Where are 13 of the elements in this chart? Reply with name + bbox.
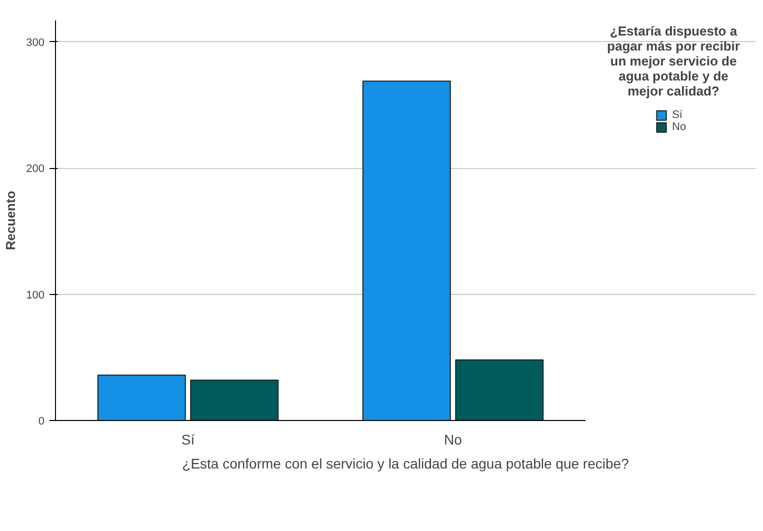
legend-label: No: [672, 121, 688, 133]
bar: [97, 374, 186, 420]
bar: [455, 359, 544, 420]
y-tick-label: 200: [26, 163, 45, 176]
legend-title: ¿Estaría dispuesto a pagar más por recibir un mejor servicio de agua potable y de mejor calidad?: [607, 24, 740, 98]
y-tick-label: 0: [38, 416, 45, 428]
bar: [362, 80, 451, 420]
bar: [190, 380, 279, 420]
y-tick-label: 300: [26, 36, 45, 49]
legend-label: Sí: [672, 109, 684, 121]
y-axis-title: Recuento: [3, 190, 18, 250]
y-tick-label: 100: [26, 289, 45, 302]
x-axis-title: ¿Esta conforme con el servicio y la calidad de agua potable que recibe?: [182, 456, 630, 472]
